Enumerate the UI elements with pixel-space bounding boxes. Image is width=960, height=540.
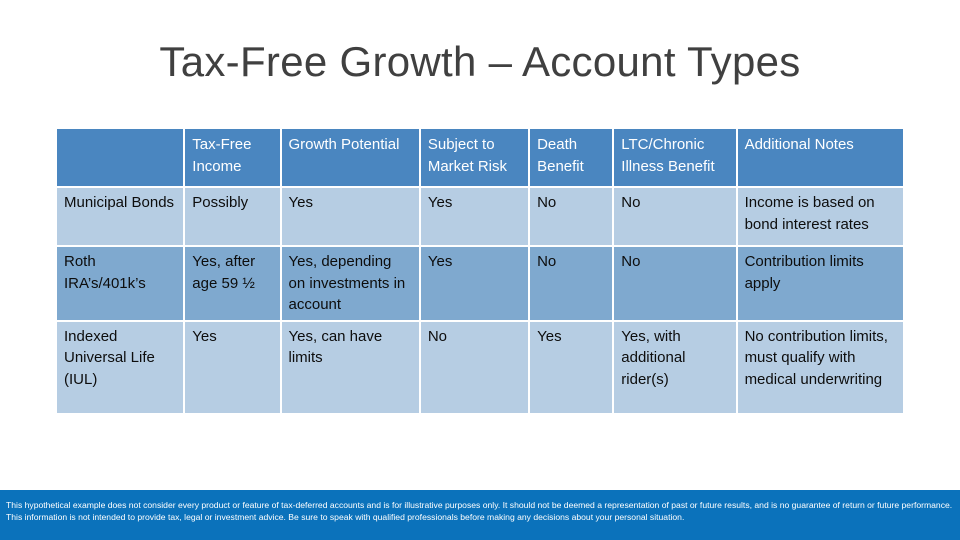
table-cell: Yes (530, 321, 613, 413)
table-cell: Yes (420, 188, 529, 245)
header-additional-notes: Additional Notes (737, 129, 903, 186)
table-cell: Contribution limits apply (737, 247, 903, 320)
row-label-cell: Indexed Universal Life (IUL) (57, 321, 184, 413)
table-cell: No (530, 247, 613, 320)
table-cell: Yes, can have limits (281, 321, 419, 413)
slide-title: Tax-Free Growth – Account Types (159, 38, 801, 85)
table-cell: Yes, with additional rider(s) (614, 321, 736, 413)
row-label-cell: Municipal Bonds (57, 188, 184, 245)
account-types-table: Tax-Free Income Growth Potential Subject… (55, 127, 905, 415)
header-growth-potential: Growth Potential (281, 129, 419, 186)
header-tax-free-income: Tax-Free Income (185, 129, 280, 186)
table-cell: No (614, 188, 736, 245)
table-cell: Yes (281, 188, 419, 245)
table-row: Roth IRA’s/401k’s Yes, after age 59 ½ Ye… (57, 247, 903, 320)
header-market-risk: Subject to Market Risk (420, 129, 529, 186)
header-ltc-benefit: LTC/Chronic Illness Benefit (614, 129, 736, 186)
table-cell: Yes (420, 247, 529, 320)
table-row: Indexed Universal Life (IUL) Yes Yes, ca… (57, 321, 903, 413)
table-cell: No (420, 321, 529, 413)
table-cell: No (614, 247, 736, 320)
disclaimer-footer: This hypothetical example does not consi… (0, 490, 960, 540)
table-cell: No (530, 188, 613, 245)
disclaimer-text: This hypothetical example does not consi… (6, 500, 953, 522)
table-cell: Yes (185, 321, 280, 413)
header-cell-blank (57, 129, 184, 186)
table-cell: No contribution limits, must qualify wit… (737, 321, 903, 413)
header-death-benefit: Death Benefit (530, 129, 613, 186)
table-cell: Possibly (185, 188, 280, 245)
table-header-row: Tax-Free Income Growth Potential Subject… (57, 129, 903, 186)
row-label-cell: Roth IRA’s/401k’s (57, 247, 184, 320)
table-cell: Yes, depending on investments in account (281, 247, 419, 320)
table-cell: Income is based on bond interest rates (737, 188, 903, 245)
table-cell: Yes, after age 59 ½ (185, 247, 280, 320)
table-row: Municipal Bonds Possibly Yes Yes No No I… (57, 188, 903, 245)
